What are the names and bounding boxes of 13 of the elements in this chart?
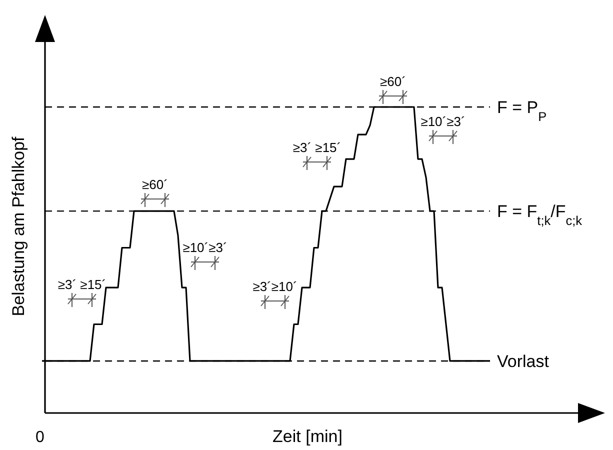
ref-line-label: F = P$_{P}$: [497, 98, 547, 124]
annotation: ≥10´≥3´: [420, 114, 466, 129]
ref-line-label: F = F$_{t;k}$/F$_{c;k}$: [497, 202, 583, 228]
annotation: ≥10´≥3´: [182, 240, 228, 255]
annotation: ≥60´: [142, 177, 168, 192]
annotation: ≥3´ ≥15´: [292, 140, 342, 155]
text: ≥60´: [380, 74, 406, 89]
y-axis-title: Belastung am Pfahlkopf: [9, 136, 28, 316]
ref-line-label: Vorlast: [497, 352, 550, 371]
annotation: ≥3´ ≥15´: [58, 277, 106, 292]
text: 0: [36, 429, 45, 446]
x-axis-title: Zeit [min]: [272, 427, 342, 446]
annotation: ≥3´≥10´: [252, 279, 298, 294]
